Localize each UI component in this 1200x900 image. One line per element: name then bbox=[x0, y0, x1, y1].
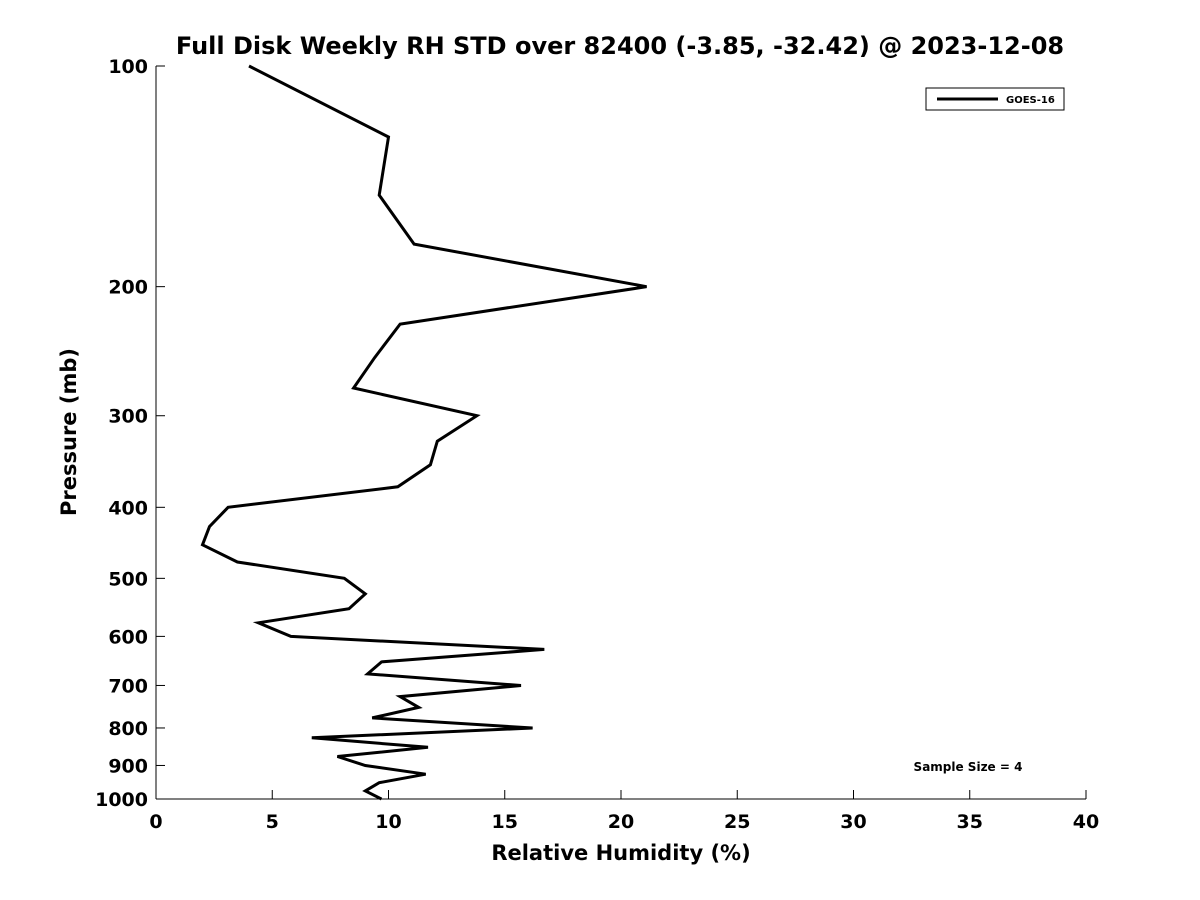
x-tick-label: 35 bbox=[957, 811, 983, 833]
sample-size-annotation: Sample Size = 4 bbox=[914, 760, 1023, 774]
x-axis-ticks: 0 5 10 15 20 25 30 35 40 bbox=[149, 790, 1099, 833]
chart-title: Full Disk Weekly RH STD over 82400 (-3.8… bbox=[176, 32, 1064, 60]
plot-area bbox=[156, 66, 1086, 799]
y-tick-label: 700 bbox=[108, 675, 148, 697]
x-tick-label: 0 bbox=[149, 811, 162, 833]
x-tick-label: 10 bbox=[375, 811, 401, 833]
series-layer bbox=[200, 64, 647, 801]
series-line-goes-16 bbox=[200, 64, 647, 801]
y-tick-label: 100 bbox=[108, 56, 148, 78]
legend: GOES-16 bbox=[925, 87, 1065, 111]
y-tick-label: 400 bbox=[108, 497, 148, 519]
y-tick-label: 500 bbox=[108, 568, 148, 590]
y-tick-label: 300 bbox=[108, 406, 148, 428]
y-tick-label: 600 bbox=[108, 626, 148, 648]
y-tick-label: 1000 bbox=[95, 789, 148, 811]
x-tick-label: 40 bbox=[1073, 811, 1099, 833]
legend-label-goes-16: GOES-16 bbox=[1006, 95, 1055, 106]
x-tick-label: 5 bbox=[266, 811, 279, 833]
y-tick-label: 900 bbox=[108, 755, 148, 777]
x-tick-label: 20 bbox=[608, 811, 634, 833]
x-tick-label: 25 bbox=[724, 811, 750, 833]
x-tick-label: 15 bbox=[492, 811, 518, 833]
y-tick-label: 800 bbox=[108, 718, 148, 740]
y-axis-label: Pressure (mb) bbox=[57, 348, 81, 516]
y-axis-ticks: 100 200 300 400 500 600 700 800 900 1000 bbox=[95, 56, 165, 811]
y-tick-label: 200 bbox=[108, 277, 148, 299]
x-tick-label: 30 bbox=[840, 811, 866, 833]
x-axis-label: Relative Humidity (%) bbox=[491, 841, 750, 865]
